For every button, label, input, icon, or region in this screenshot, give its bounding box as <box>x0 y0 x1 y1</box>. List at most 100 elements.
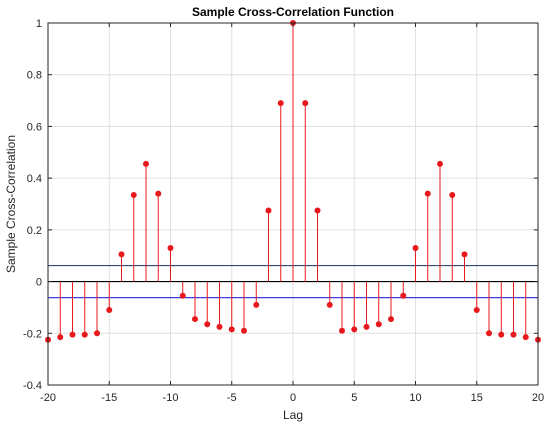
y-tick-label: 0.2 <box>27 225 42 237</box>
stem-point <box>363 281 370 330</box>
stem-marker <box>167 244 174 251</box>
stem-marker <box>473 307 480 314</box>
stem-marker <box>253 301 260 308</box>
stem-point <box>143 160 149 282</box>
x-tick-label: 5 <box>351 392 357 404</box>
stem-marker <box>302 100 309 107</box>
stem-point <box>375 281 382 328</box>
stem-marker <box>143 160 149 167</box>
stem-point <box>424 190 431 282</box>
stem-marker <box>375 321 382 328</box>
stem-marker <box>155 190 162 197</box>
stem-marker <box>277 100 284 107</box>
stem-point <box>302 100 309 282</box>
y-tick-label: 0.4 <box>27 173 42 185</box>
stem-point <box>155 190 162 282</box>
stem-marker <box>314 207 321 214</box>
stem-point <box>253 281 260 308</box>
stem-point <box>277 100 284 282</box>
stem-marker <box>130 191 137 198</box>
stem-point <box>216 281 223 330</box>
stem-point <box>118 251 125 282</box>
stem-point <box>351 281 358 333</box>
stem-point <box>400 281 407 299</box>
stem-marker <box>363 323 370 330</box>
stem-point <box>130 191 137 282</box>
stem-point <box>179 281 186 299</box>
stem-marker <box>192 316 198 323</box>
stem-point <box>106 281 113 314</box>
stem-marker <box>437 160 443 167</box>
x-axis-ticks: -20 -15 -10 -5 0 5 10 15 20 <box>40 23 544 404</box>
x-tick-label: 10 <box>409 392 421 404</box>
stem-point <box>192 281 198 323</box>
stem-marker <box>241 327 247 334</box>
stem-point <box>473 281 480 314</box>
stem-marker <box>179 292 186 299</box>
stem-marker <box>81 331 88 338</box>
stem-point <box>449 191 456 282</box>
y-tick-label: 1 <box>36 18 42 30</box>
x-tick-label: -10 <box>163 392 179 404</box>
y-tick-label: 0.8 <box>27 70 42 82</box>
y-tick-label: -0.4 <box>23 380 42 392</box>
x-axis-label: Lag <box>283 408 303 422</box>
stem-point <box>204 281 211 328</box>
stem-point <box>510 281 517 338</box>
stem-point <box>314 207 321 282</box>
y-tick-label: 0.6 <box>27 121 42 133</box>
stem-series <box>45 20 541 343</box>
stem-marker <box>449 191 456 198</box>
y-tick-label: 0 <box>36 277 42 289</box>
stem-marker <box>69 331 76 338</box>
stem-marker <box>228 326 235 333</box>
stem-point <box>437 160 443 282</box>
stem-marker <box>265 207 272 214</box>
stem-marker <box>204 321 211 328</box>
stem-point <box>228 281 235 333</box>
stem-point <box>498 281 505 338</box>
stem-marker <box>388 316 394 323</box>
stem-point <box>486 281 492 337</box>
y-axis-label: Sample Cross-Correlation <box>4 135 18 273</box>
y-tick-label: -0.2 <box>23 328 42 340</box>
stem-point <box>241 281 247 334</box>
stem-marker <box>118 251 125 258</box>
x-tick-label: 15 <box>471 392 483 404</box>
stem-point <box>81 281 88 338</box>
stem-marker <box>339 327 345 334</box>
stem-point <box>522 281 529 341</box>
stem-marker <box>94 330 100 337</box>
stem-marker <box>326 301 333 308</box>
x-tick-label: 0 <box>290 392 296 404</box>
stem-marker <box>498 331 505 338</box>
stem-marker <box>461 251 468 258</box>
x-tick-label: -5 <box>227 392 237 404</box>
stem-point <box>326 281 333 308</box>
stem-point <box>57 281 64 341</box>
stem-marker <box>522 334 529 341</box>
stem-marker <box>424 190 431 197</box>
stem-point <box>339 281 345 334</box>
y-axis-ticks: -0.4 -0.2 0 0.2 0.4 0.6 0.8 1 <box>23 18 538 392</box>
stem-marker <box>510 331 517 338</box>
stem-marker <box>412 244 419 251</box>
x-tick-label: 20 <box>532 392 544 404</box>
stem-marker <box>216 323 223 330</box>
stem-point <box>94 281 100 337</box>
stem-point <box>412 244 419 282</box>
stem-point <box>461 251 468 282</box>
stem-point <box>265 207 272 282</box>
stem-marker <box>351 326 358 333</box>
stem-point <box>69 281 76 338</box>
x-tick-label: -15 <box>101 392 117 404</box>
stem-marker <box>486 330 492 337</box>
stem-point <box>167 244 174 282</box>
stem-point <box>388 281 394 323</box>
stem-marker <box>400 292 407 299</box>
chart-title: Sample Cross-Correlation Function <box>192 5 394 19</box>
x-tick-label: -20 <box>40 392 56 404</box>
stem-marker <box>106 307 113 314</box>
stem-marker <box>57 334 64 341</box>
